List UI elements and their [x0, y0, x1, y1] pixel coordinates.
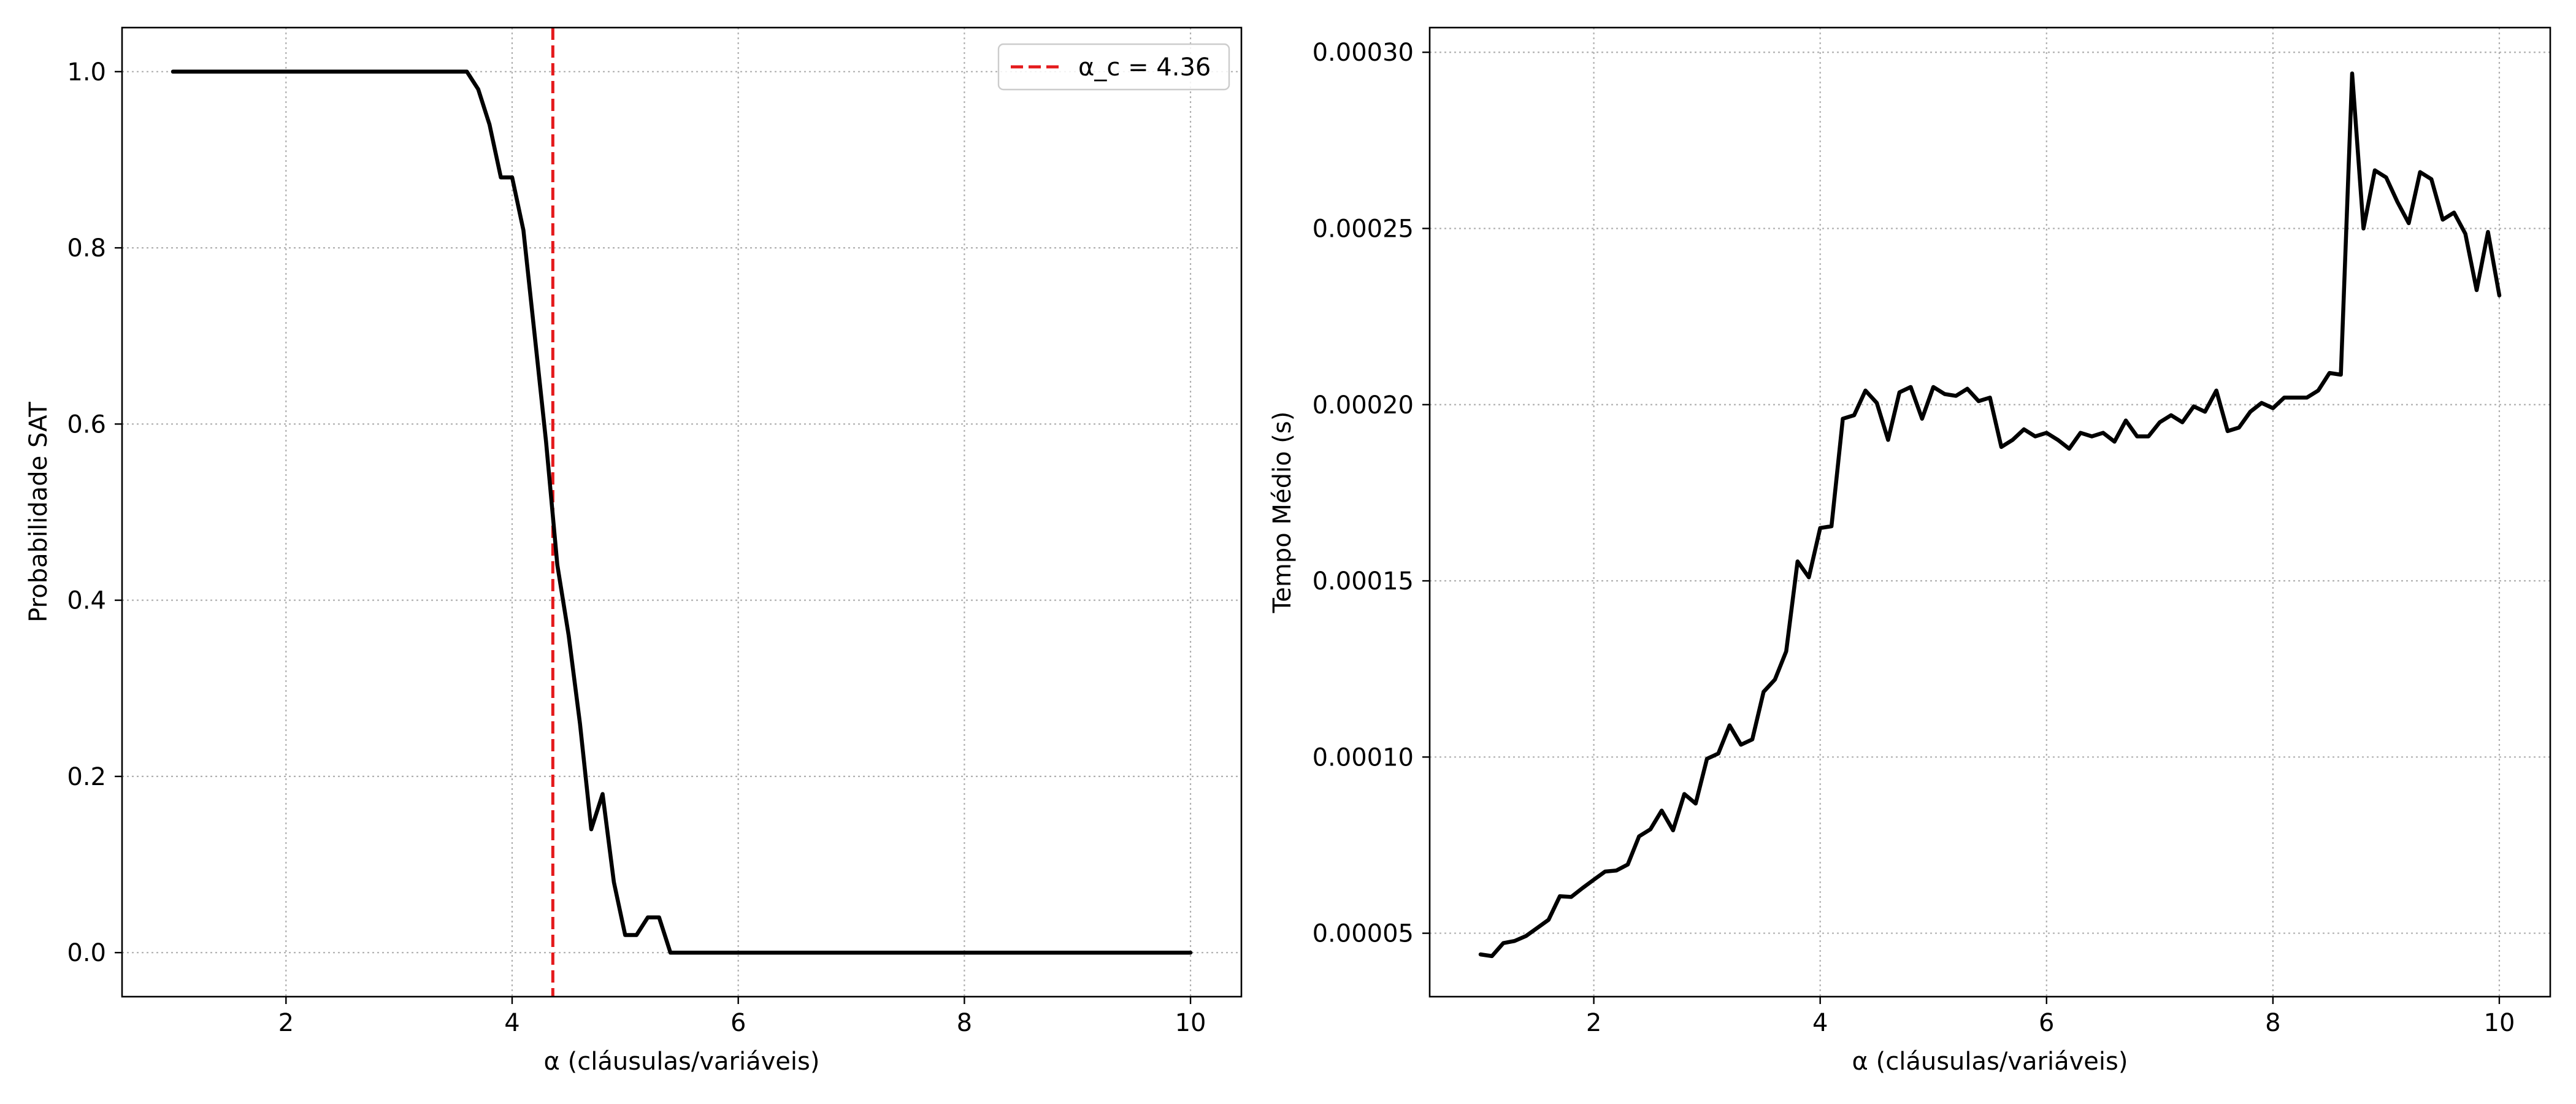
x-tick-label: 10 — [1175, 1009, 1206, 1037]
y-tick-label: 0.00025 — [1313, 215, 1414, 243]
x-tick-label: 4 — [1812, 1009, 1828, 1037]
y-tick-label: 1.0 — [67, 58, 106, 86]
series-line — [1478, 71, 2502, 959]
y-tick-label: 0.2 — [67, 763, 106, 791]
y-tick-label: 0.8 — [67, 234, 106, 263]
x-tick-label: 2 — [278, 1009, 294, 1037]
y-tick-label: 0.00010 — [1313, 743, 1414, 772]
y-tick-label: 0.00005 — [1313, 920, 1414, 948]
series-line — [171, 69, 1193, 955]
axes-frame — [121, 26, 1243, 998]
x-tick-label: 6 — [2039, 1009, 2054, 1037]
legend-label: α_c = 4.36 — [1078, 53, 1211, 82]
y-axis-label: Tempo Médio (s) — [1268, 412, 1297, 614]
axes-frame — [1428, 26, 2551, 998]
x-axis-label: α (cláusulas/variáveis) — [1852, 1048, 2128, 1076]
y-tick-label: 0.00020 — [1313, 391, 1414, 420]
legend: α_c = 4.36 — [997, 43, 1230, 91]
legend-box — [997, 43, 1230, 91]
x-tick-label: 8 — [2265, 1009, 2280, 1037]
y-tick-label: 0.00030 — [1313, 39, 1414, 67]
y-tick-label: 0.4 — [67, 587, 106, 615]
y-axis-label: Probabilidade SAT — [25, 402, 53, 623]
y-tick-label: 0.0 — [67, 939, 106, 967]
x-tick-label: 8 — [957, 1009, 972, 1037]
x-tick-label: 6 — [730, 1009, 746, 1037]
x-tick-label: 2 — [1586, 1009, 1601, 1037]
right-chart-panel: 2 4 6 8 10 0.00005 0.00010 0.00015 0.00020 0.0002… — [1268, 26, 2551, 1076]
left-chart-panel: 2 4 6 8 10 0.0 0.2 0.4 0.6 0.8 1.0 α (cláusulas/var… — [25, 26, 1243, 1076]
x-tick-label: 10 — [2484, 1009, 2515, 1037]
x-tick-label: 4 — [504, 1009, 519, 1037]
y-tick-label: 0.00015 — [1313, 567, 1414, 596]
y-tick-label: 0.6 — [67, 410, 106, 439]
x-axis-label: α (cláusulas/variáveis) — [544, 1048, 820, 1076]
